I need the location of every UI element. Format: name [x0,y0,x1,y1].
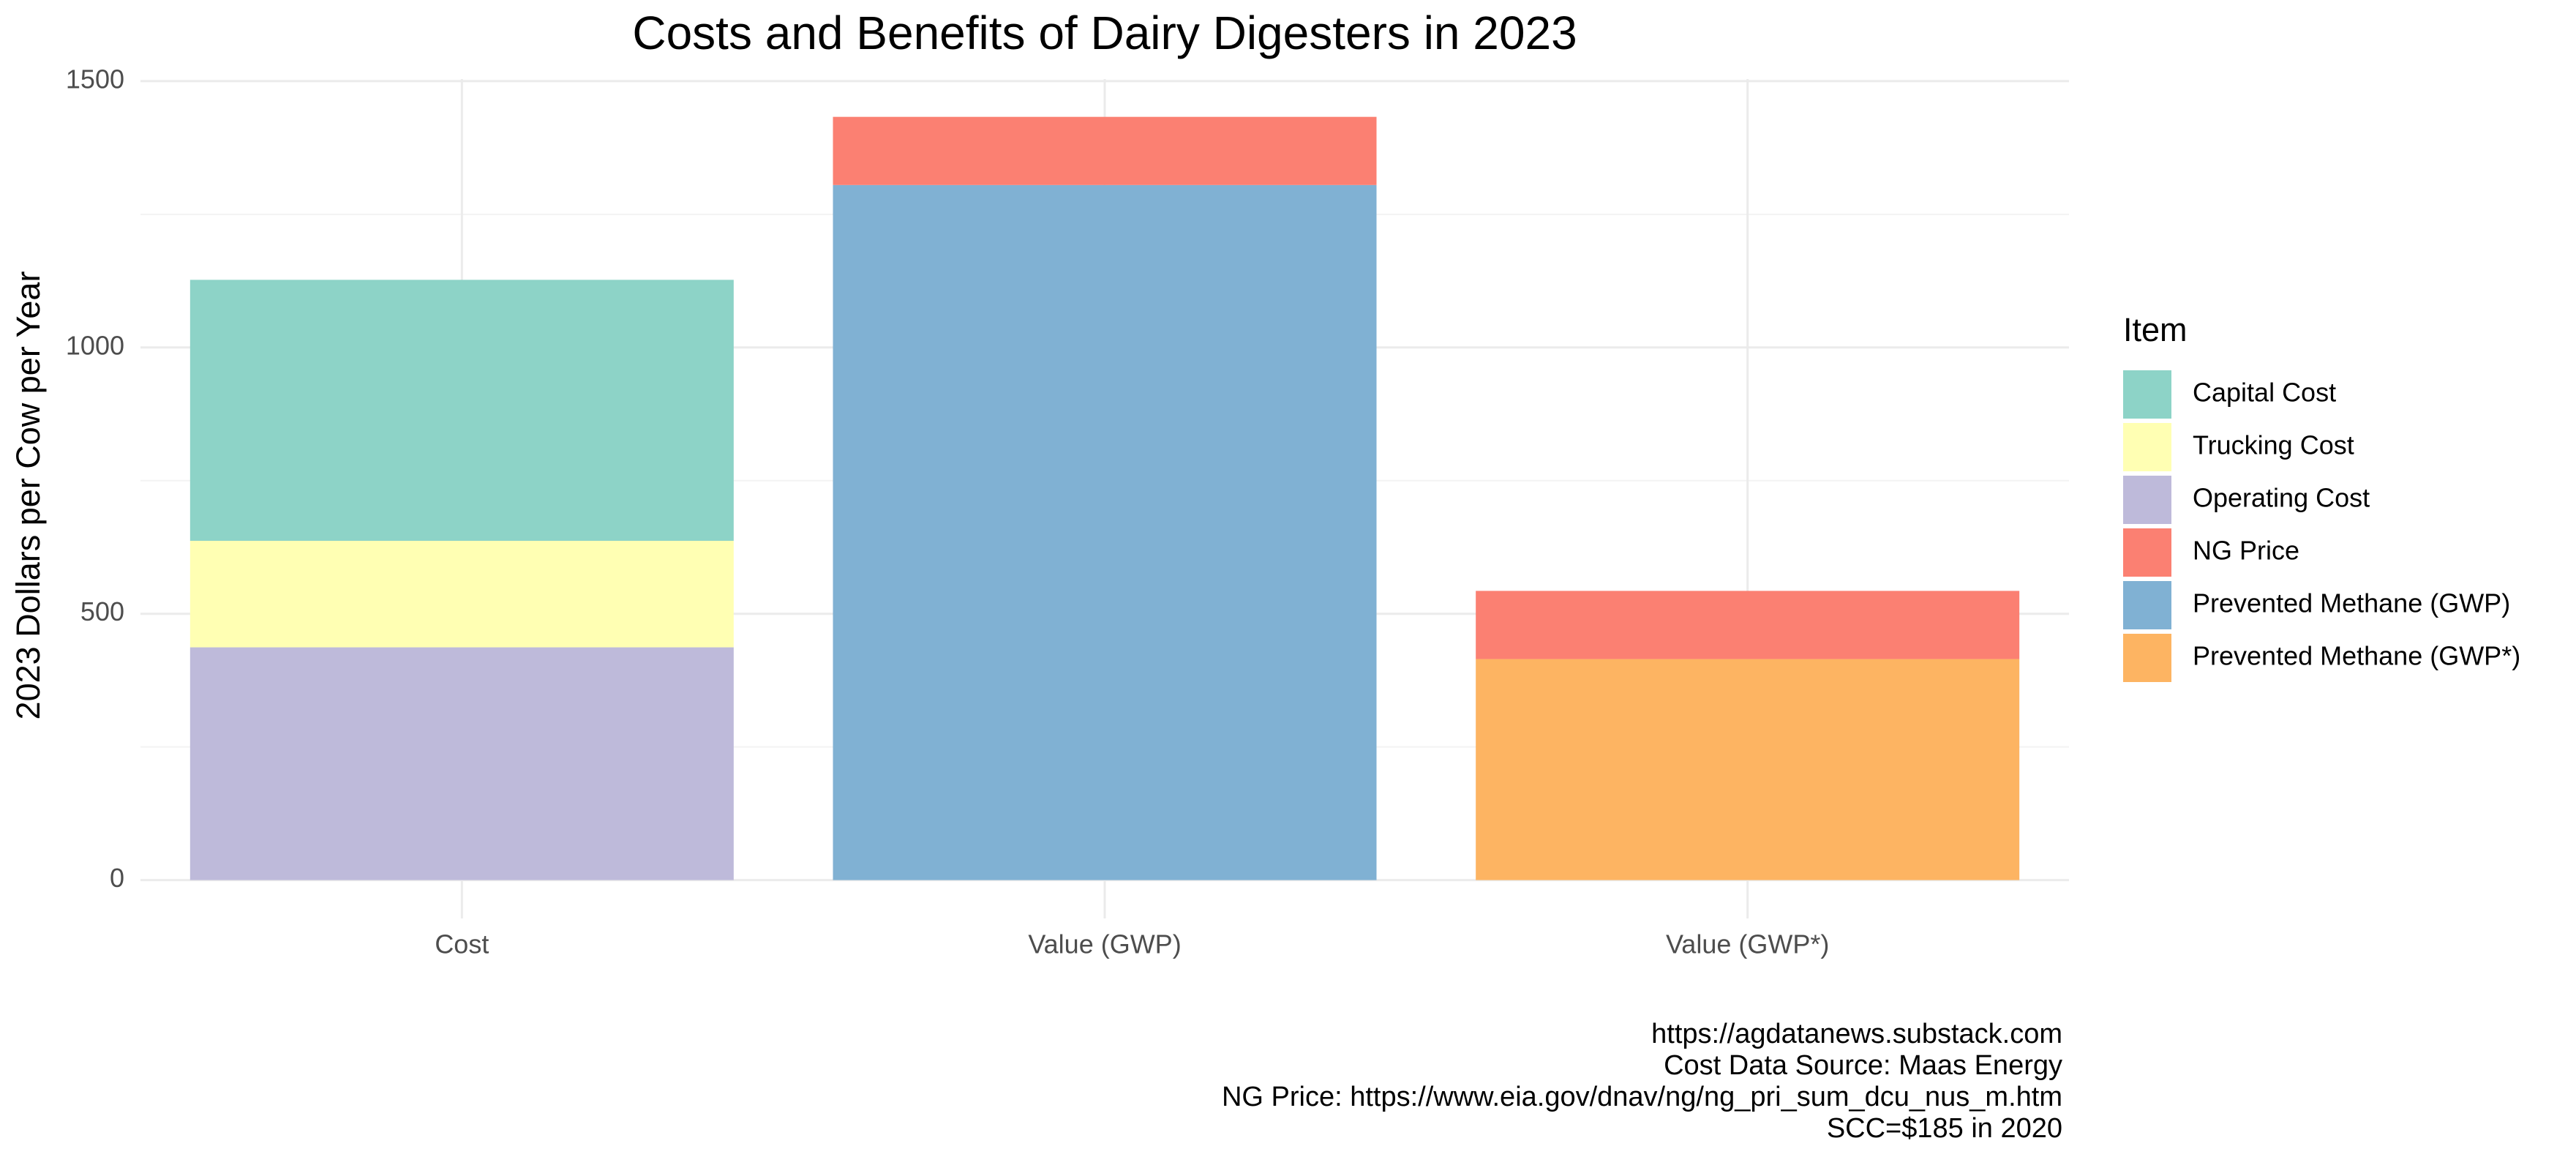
x-tick-label: Value (GWP) [1028,929,1181,959]
bar-segment [833,116,1377,185]
bar-segment [833,184,1377,880]
legend-key [2123,476,2171,524]
legend-key [2123,634,2171,682]
legend-key [2123,370,2171,419]
x-tick-label: Cost [435,929,489,959]
y-tick-label: 1500 [66,64,124,94]
y-tick-label: 0 [110,863,124,893]
legend-label: Prevented Methane (GWP) [2193,588,2510,618]
bar-segment [189,647,734,880]
bar-segment [1476,659,2020,880]
x-tick-label: Value (GWP*) [1666,929,1829,959]
chart-title: Costs and Benefits of Dairy Digesters in… [632,7,1577,59]
bar-segment [189,280,734,541]
legend-key [2123,528,2171,577]
legend-label: Trucking Cost [2193,430,2354,460]
legend-label: Capital Cost [2193,378,2336,408]
bar-segment [1476,591,2020,659]
legend-title: Item [2123,311,2188,348]
y-axis-title: 2023 Dollars per Cow per Year [10,272,47,720]
legend-label: Prevented Methane (GWP*) [2193,641,2520,671]
caption-line: https://agdatanews.substack.com [1651,1019,2062,1049]
y-tick-label: 500 [80,596,124,626]
legend-label: NG Price [2193,536,2299,566]
caption-line: SCC=$185 in 2020 [1827,1113,2062,1144]
legend-key [2123,423,2171,471]
caption-line: NG Price: https://www.eia.gov/dnav/ng/ng… [1222,1082,2062,1112]
bar-segment [189,540,734,648]
y-tick-label: 1000 [66,330,124,360]
legend-label: Operating Cost [2193,483,2370,513]
caption-line: Cost Data Source: Maas Energy [1664,1050,2062,1081]
legend-key [2123,581,2171,629]
